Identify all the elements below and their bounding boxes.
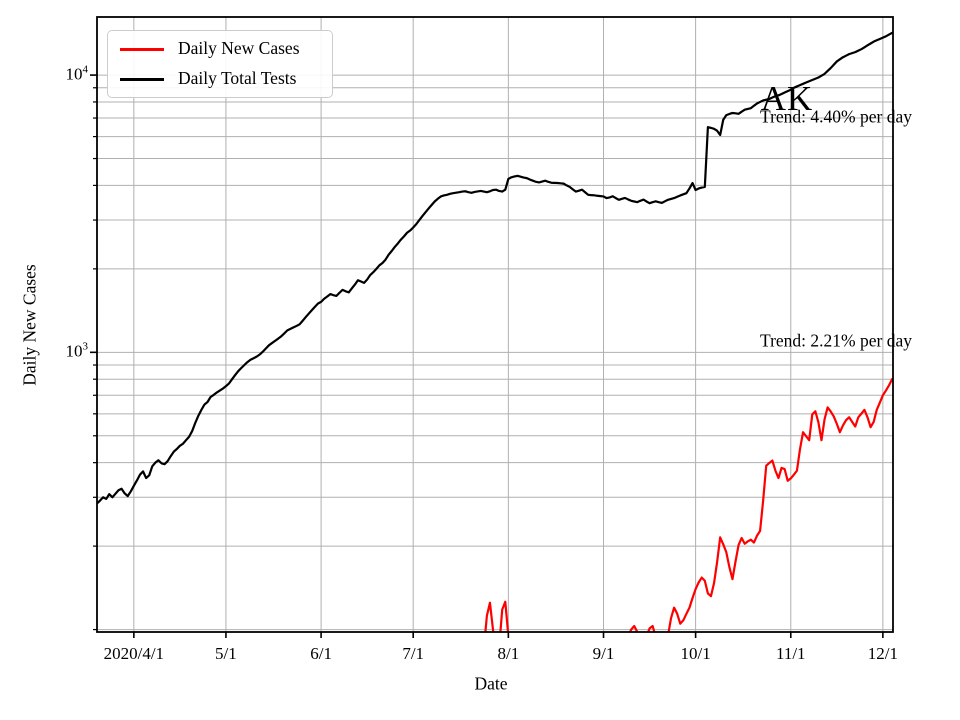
- daily-new-cases-line: [484, 378, 893, 632]
- x-tick-label: 12/1: [867, 644, 898, 663]
- trend-annotation-tests: Trend: 4.40% per day: [760, 106, 912, 127]
- legend-label-daily-new-cases: Daily New Cases: [178, 38, 300, 59]
- x-axis-label: Date: [474, 673, 508, 694]
- plot-border: [96, 16, 894, 633]
- trend-annotation-cases: Trend: 2.21% per day: [760, 330, 912, 351]
- y-axis-label: Daily New Cases: [19, 264, 40, 386]
- x-tick-label: 7/1: [402, 644, 425, 663]
- state-annotation: AK: [760, 79, 814, 118]
- legend-item-daily-new-cases: Daily New Cases: [120, 35, 320, 63]
- x-tick-label: 5/1: [215, 644, 237, 663]
- x-tick-label: 11/1: [775, 644, 806, 663]
- legend-line-sample-black: [120, 77, 164, 81]
- x-tick-label: 9/1: [592, 644, 615, 663]
- legend-item-daily-total-tests: Daily Total Tests: [120, 65, 320, 93]
- legend: Daily New Cases Daily Total Tests: [107, 30, 333, 98]
- legend-line-sample-red: [120, 47, 164, 51]
- x-tick-label: 2020/4/1: [103, 644, 165, 663]
- x-tick-label: 10/1: [680, 644, 711, 663]
- y-tick-label: 104: [65, 63, 89, 84]
- y-tick-label: 103: [65, 340, 89, 361]
- x-tick-label: 6/1: [310, 644, 332, 663]
- daily-total-tests-line: [97, 31, 893, 505]
- legend-label-daily-total-tests: Daily Total Tests: [178, 68, 297, 89]
- x-tick-label: 8/1: [497, 644, 520, 663]
